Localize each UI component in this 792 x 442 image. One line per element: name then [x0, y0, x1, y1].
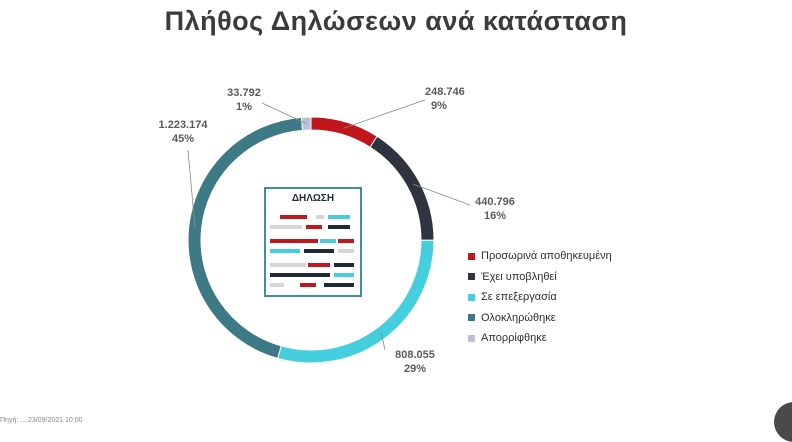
legend-swatch [468, 314, 475, 322]
legend-swatch [468, 252, 475, 260]
donut-chart: 248.746 9% 440.796 16% 808.055 29% 1.223.174 45… [159, 86, 515, 375]
legend-label: Απορρίφθηκε [481, 332, 547, 345]
document-line [338, 249, 354, 253]
document-line [316, 215, 324, 219]
document-line [306, 225, 322, 229]
document-line [270, 273, 330, 277]
legend-item-έχει-υποβληθεί: Έχει υποβληθεί [468, 267, 612, 288]
document-line [270, 249, 300, 253]
data-label-percent: 9% [431, 100, 447, 112]
document-line [270, 283, 284, 287]
document-line [270, 225, 302, 229]
legend-swatch [468, 293, 475, 301]
document-line [328, 225, 350, 229]
legend-item-ολοκληρώθηκε: Ολοκληρώθηκε [468, 308, 612, 329]
document-line [270, 239, 318, 243]
chart-legend: Προσωρινά αποθηκευμένη Έχει υποβληθεί Σε ε… [468, 246, 612, 349]
document-line [320, 239, 336, 243]
leader-line [343, 99, 426, 129]
source-footer: Πηγή: ... 23/09/2021 10:00 [0, 417, 83, 424]
chart-title: Πλήθος Δηλώσεων ανά κατάσταση [164, 6, 628, 36]
leader-line [380, 332, 386, 351]
slice-προσωρινά-αποθηκευμένη [310, 116, 378, 148]
data-label-percent: 45% [172, 133, 194, 145]
data-label-value: 33.792 [227, 87, 261, 99]
data-label-value: 1.223.174 [159, 119, 209, 131]
document-icon: ΔΗΛΩΣΗ [264, 187, 362, 297]
document-line [308, 263, 330, 267]
data-label-percent: 29% [404, 363, 426, 375]
legend-label: Προσωρινά αποθηκευμένη [481, 250, 612, 263]
data-label-percent: 1% [236, 101, 252, 113]
leader-line [261, 102, 307, 124]
document-line [300, 283, 316, 287]
document-line [334, 263, 354, 267]
data-label-value: 808.055 [395, 349, 435, 361]
leader-line [413, 183, 471, 206]
legend-item-σε-επεξεργασία: Σε επεξεργασία [468, 287, 612, 308]
legend-swatch [468, 334, 475, 342]
document-line [338, 239, 354, 243]
legend-label: Έχει υποβληθεί [481, 270, 557, 283]
legend-label: Σε επεξεργασία [481, 291, 557, 304]
legend-swatch [468, 273, 475, 281]
legend-label: Ολοκληρώθηκε [481, 311, 556, 324]
legend-item-απορρίφθηκε: Απορρίφθηκε [468, 328, 612, 349]
data-label-value: 248.746 [425, 86, 465, 98]
data-label-value: 440.796 [475, 196, 515, 208]
document-line [304, 249, 334, 253]
document-line [328, 215, 350, 219]
document-line [270, 263, 306, 267]
document-icon-label: ΔΗΛΩΣΗ [291, 193, 335, 204]
document-line [334, 273, 354, 277]
data-label-percent: 16% [484, 210, 506, 222]
document-line [324, 283, 354, 287]
legend-item-προσωρινά-αποθηκευμένη: Προσωρινά αποθηκευμένη [468, 246, 612, 267]
document-line [280, 215, 307, 219]
leader-line [187, 149, 196, 229]
